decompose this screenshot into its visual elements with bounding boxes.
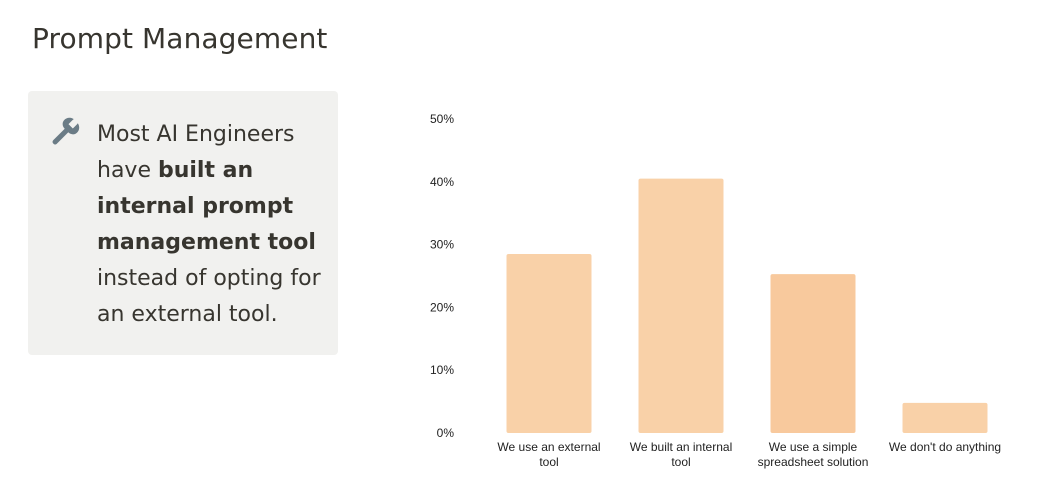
y-tick-label: 0% <box>437 426 455 440</box>
callout-text: Most AI Engineers have built an internal… <box>97 117 322 333</box>
page-title: Prompt Management <box>32 22 328 55</box>
callout-text-suffix: instead of opting for an external tool. <box>97 266 321 327</box>
wrench-icon <box>46 115 82 151</box>
bar <box>638 178 724 433</box>
bar <box>902 402 988 433</box>
x-tick-label: tool <box>671 455 690 469</box>
y-tick-label: 50% <box>430 112 454 126</box>
callout-text-bold: built an internal prompt management tool <box>97 158 316 255</box>
x-tick-label: We don't do anything <box>889 440 1001 454</box>
bar <box>770 274 856 433</box>
bar-chart: 0%10%20%30%40%50%We use an externaltoolW… <box>430 112 1001 469</box>
callout-box: Most AI Engineers have built an internal… <box>28 91 338 355</box>
y-tick-label: 40% <box>430 175 454 189</box>
bar <box>506 254 592 433</box>
x-tick-label: We use an external <box>497 440 600 454</box>
y-tick-label: 10% <box>430 363 454 377</box>
x-tick-label: spreadsheet solution <box>758 455 869 469</box>
x-tick-label: We built an internal <box>630 440 733 454</box>
callout-text-prefix: Most AI Engineers have <box>97 122 295 183</box>
x-tick-label: We use a simple <box>769 440 858 454</box>
y-tick-label: 30% <box>430 238 454 252</box>
y-tick-label: 20% <box>430 300 454 314</box>
x-tick-label: tool <box>539 455 558 469</box>
